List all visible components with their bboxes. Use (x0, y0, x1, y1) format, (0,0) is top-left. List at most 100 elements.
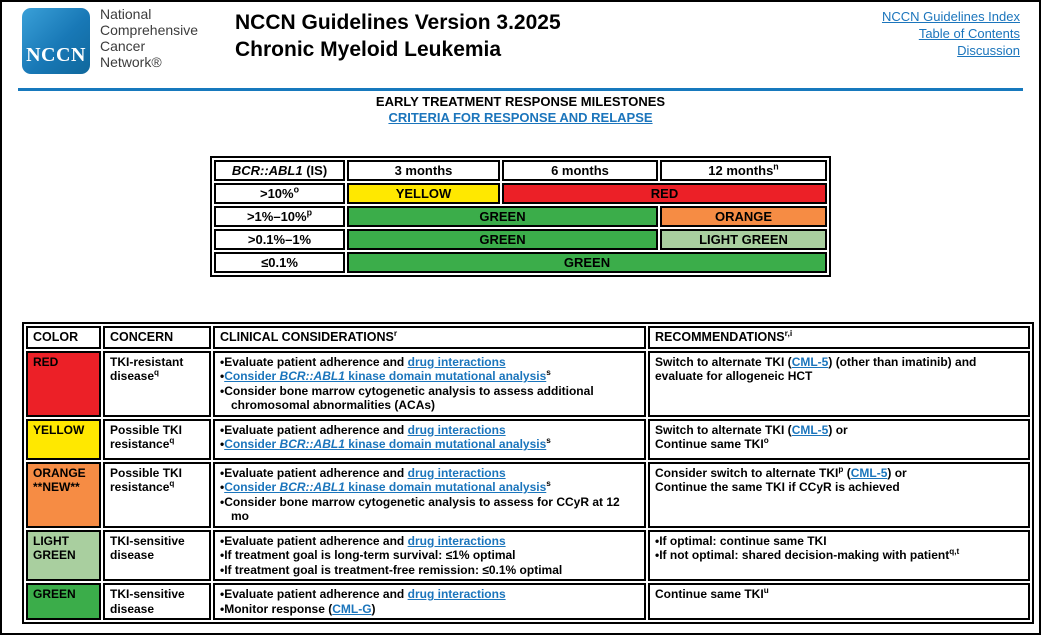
concern-cell: TKI-sensitive disease (103, 583, 211, 620)
text-segment: If treatment goal is long-term survival:… (224, 548, 516, 562)
text-segment: ( (843, 465, 851, 480)
color-cell-light-green: LIGHT GREEN (26, 529, 101, 581)
color-label: RED (33, 354, 59, 369)
superscript: q (169, 436, 175, 445)
milestone-header-cell: BCR::ABL1 (IS) (214, 160, 345, 181)
milestone-cell-green: GREEN (347, 252, 827, 273)
consideration-item: Consider BCR::ABL1 kinase domain mutatio… (220, 436, 639, 452)
text-segment: ) or (828, 422, 848, 437)
text-segment: Consider switch to alternate TKI (655, 465, 839, 480)
recommendations-cell: Switch to alternate TKI (CML-5) or Contin… (648, 418, 1030, 460)
criteria-for-response-link[interactable]: CRITERIA FOR RESPONSE AND RELAPSE (388, 110, 653, 125)
text-segment: Consider bone marrow cytogenetic analysi… (224, 383, 594, 413)
milestone-row: ≤0.1% GREEN (214, 252, 827, 273)
text-segment: COLOR (33, 330, 79, 344)
text-segment: TKI-resistant disease (110, 354, 184, 384)
milestone-table-wrap: BCR::ABL1 (IS) 3 months 6 months 12 monthsn… (2, 156, 1039, 277)
cml-g-link[interactable]: CML-G (332, 601, 372, 616)
org-name-line: Comprehensive (100, 22, 199, 38)
text-segment: Possible TKI resistance (110, 465, 183, 495)
color-label: YELLOW (33, 422, 85, 437)
recommendation-item: Continue same TKIo (655, 436, 1023, 452)
milestone-header-cell: 12 monthsn (660, 160, 827, 181)
color-cell-red: RED (26, 350, 101, 417)
drug-interactions-link[interactable]: drug interactions (407, 533, 506, 548)
drug-interactions-link[interactable]: drug interactions (407, 587, 506, 601)
response-table: COLOR CONCERN CLINICAL CONSIDERATIONSr RECO… (22, 322, 1034, 624)
recommendation-item: If optimal: continue same TKI (655, 534, 1023, 549)
mutational-analysis-link[interactable]: BCR::ABL1 (279, 369, 345, 383)
cml-5-link[interactable]: CML-5 (791, 422, 829, 437)
mutational-analysis-link[interactable]: kinase domain mutational analysis (344, 480, 547, 494)
mutational-analysis-link[interactable]: Consider (224, 437, 280, 451)
recommendations-cell: Continue same TKIu (648, 583, 1030, 620)
text-segment: Continue the same TKI if CCyR is achieve… (655, 480, 900, 494)
text-segment: (IS) (302, 163, 328, 178)
color-cell-orange: ORANGE **NEW** (26, 461, 101, 528)
page-title: NCCN Guidelines Version 3.2025 Chronic M… (235, 9, 561, 63)
milestone-row: >1%–10%p GREEN ORANGE (214, 206, 827, 227)
text-segment: >0.1%–1% (247, 232, 312, 247)
recommendations-cell: Switch to alternate TKI (CML-5) (other t… (648, 350, 1030, 417)
org-name-line: Network® (100, 54, 162, 70)
cml-5-link[interactable]: CML-5 (791, 354, 829, 369)
superscript: p (838, 464, 844, 474)
color-label: **NEW** (33, 480, 80, 494)
considerations-cell: Evaluate patient adherence and drug inte… (213, 461, 646, 528)
org-name: National Comprehensive Cancer Network® (100, 6, 198, 70)
response-row-yellow: YELLOW Possible TKI resistanceq Evaluate p… (26, 418, 1030, 460)
milestone-header-row: BCR::ABL1 (IS) 3 months 6 months 12 monthsn (214, 160, 827, 181)
cml-5-link[interactable]: CML-5 (850, 465, 888, 480)
text-segment: If optimal: continue same TKI (659, 533, 827, 548)
text-segment: CONCERN (110, 330, 174, 344)
text-segment: Evaluate patient adherence and (224, 354, 408, 369)
disease-title: Chronic Myeloid Leukemia (235, 38, 502, 61)
mutational-analysis-link[interactable]: BCR::ABL1 (279, 437, 345, 451)
text-segment: 3 months (394, 163, 453, 178)
superscript: q (169, 479, 175, 488)
drug-interactions-link[interactable]: drug interactions (407, 422, 506, 437)
text-segment: Evaluate patient adherence and (224, 422, 408, 437)
org-name-line: Cancer (100, 38, 146, 54)
considerations-cell: Evaluate patient adherence and drug inte… (213, 529, 646, 581)
mutational-analysis-link[interactable]: Consider (224, 480, 280, 494)
section-title: EARLY TREATMENT RESPONSE MILESTONES (375, 94, 666, 109)
superscript: p (306, 207, 313, 218)
recommendation-item: Continue same TKIu (655, 586, 1023, 602)
consideration-item: Evaluate patient adherence and drug inte… (220, 466, 639, 481)
text-segment: If not optimal: shared decision-making w… (659, 548, 950, 562)
drug-interactions-link[interactable]: drug interactions (407, 354, 506, 369)
text-segment: BCR::ABL1 (231, 163, 303, 178)
superscript: r (393, 327, 398, 338)
text-segment: Possible TKI resistance (110, 422, 183, 452)
concern-cell: TKI-resistant diseaseq (103, 350, 211, 417)
mutational-analysis-link[interactable]: kinase domain mutational analysis (344, 437, 547, 451)
text-segment: >10% (259, 186, 294, 201)
mutational-analysis-link[interactable]: BCR::ABL1 (279, 480, 345, 494)
guidelines-version-title: NCCN Guidelines Version 3.2025 (235, 11, 561, 34)
considerations-cell: Evaluate patient adherence and drug inte… (213, 350, 646, 417)
text-segment: Switch to alternate TKI ( (655, 422, 792, 437)
mutational-analysis-link[interactable]: kinase domain mutational analysis (344, 369, 547, 383)
color-label: ORANGE (33, 465, 86, 480)
milestone-row-label: ≤0.1% (214, 252, 345, 273)
recommendation-item: Continue the same TKI if CCyR is achieve… (655, 480, 1023, 495)
response-row-orange: ORANGE**NEW** Possible TKI resistanceq Eva… (26, 461, 1030, 528)
milestone-cell-orange: ORANGE (660, 206, 827, 227)
considerations-cell: Evaluate patient adherence and drug inte… (213, 418, 646, 460)
text-segment: Monitor response ( (224, 601, 333, 616)
table-of-contents-link[interactable]: Table of Contents (918, 26, 1020, 41)
text-segment: TKI-sensitive disease (110, 587, 185, 616)
org-name-line: National (100, 6, 152, 22)
mutational-analysis-link[interactable]: Consider (224, 369, 280, 383)
superscript: o (763, 436, 769, 445)
response-header-cell: RECOMMENDATIONSr,i (648, 326, 1030, 349)
considerations-cell: Evaluate patient adherence and drug inte… (213, 583, 646, 620)
text-segment: ) (other than imatinib) and evaluate for… (655, 354, 977, 384)
text-segment: Switch to alternate TKI ( (655, 354, 792, 369)
drug-interactions-link[interactable]: drug interactions (407, 465, 506, 480)
discussion-link[interactable]: Discussion (957, 43, 1020, 58)
milestone-cell-light_green: LIGHT GREEN (660, 229, 827, 250)
guidelines-index-link[interactable]: NCCN Guidelines Index (881, 9, 1020, 24)
